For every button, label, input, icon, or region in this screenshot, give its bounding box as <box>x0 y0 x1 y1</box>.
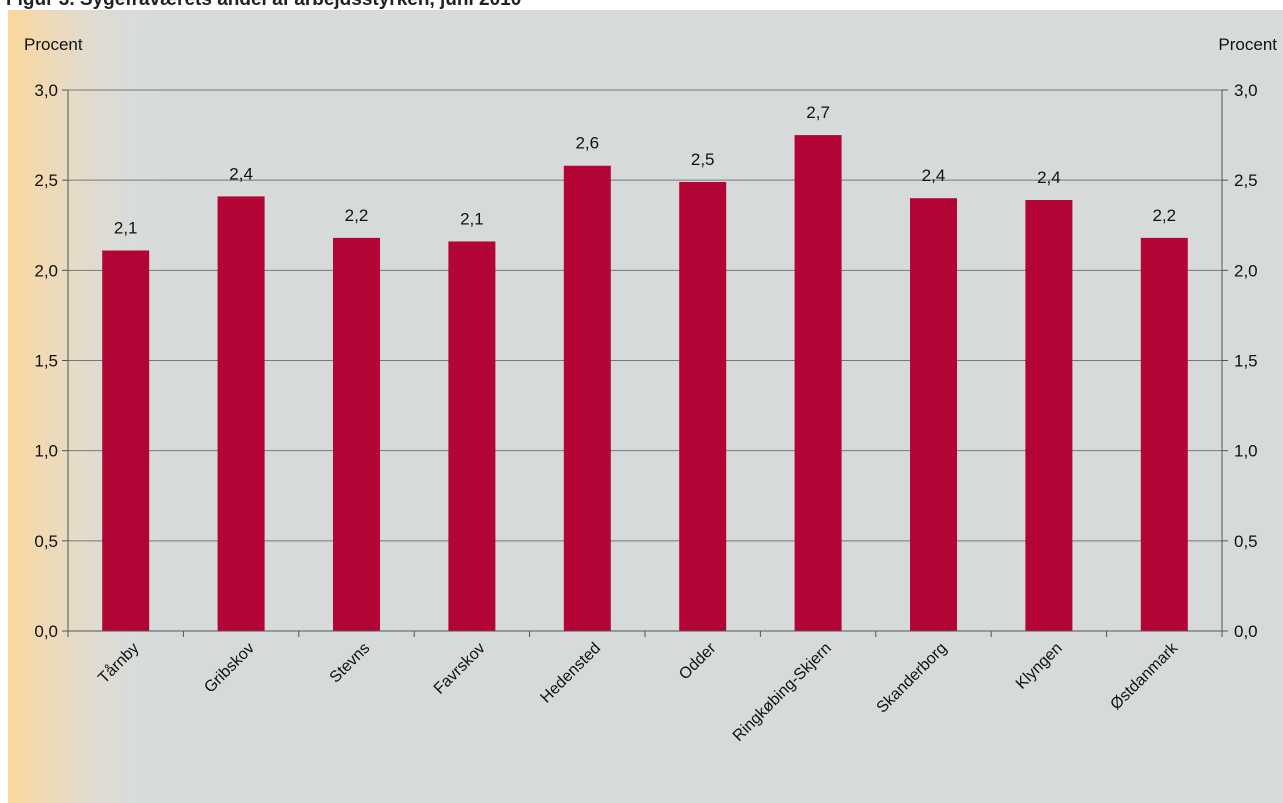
y-axis-label-left: Procent <box>24 35 83 54</box>
bar <box>910 198 957 631</box>
bar <box>217 196 265 631</box>
data-label: 2,2 <box>1152 206 1176 225</box>
x-tick-label: Stevns <box>327 640 374 687</box>
bar <box>794 135 842 632</box>
x-tick-label: Favrskov <box>431 640 489 698</box>
y-tick-label-left: 0,5 <box>34 532 58 551</box>
bar <box>1025 200 1073 631</box>
y-tick-label-right: 1,5 <box>1234 352 1258 371</box>
bars <box>102 135 1188 632</box>
y-tick-label-left: 3,0 <box>34 81 58 100</box>
y-tick-label-right: 3,0 <box>1234 81 1258 100</box>
x-tick-label: Ringkøbing-Skjern <box>730 640 835 745</box>
chart-title: Figur 3. Sygefraværets andel af arbejdss… <box>6 0 521 10</box>
x-tick-label: Odder <box>676 639 720 683</box>
data-label: 2,4 <box>1037 168 1061 187</box>
y-tick-label-right: 0,5 <box>1234 532 1258 551</box>
y-tick-label-left: 1,5 <box>34 352 58 371</box>
bar <box>448 241 496 632</box>
data-label: 2,5 <box>691 150 715 169</box>
y-tick-label-right: 2,5 <box>1234 171 1258 190</box>
x-tick-label: Gribskov <box>201 640 258 697</box>
data-label: 2,6 <box>575 134 599 153</box>
data-label: 2,7 <box>806 103 830 122</box>
x-tick-label: Skanderborg <box>874 640 951 717</box>
data-label: 2,4 <box>229 164 253 183</box>
y-tick-label-left: 1,0 <box>34 442 58 461</box>
y-tick-label-right: 0,0 <box>1234 622 1258 641</box>
y-tick-label-right: 2,0 <box>1234 261 1258 280</box>
y-tick-label-left: 2,5 <box>34 171 58 190</box>
bar <box>333 237 380 631</box>
bar <box>1140 237 1188 631</box>
x-tick-label: Tårnby <box>95 639 143 687</box>
y-tick-label-left: 0,0 <box>34 622 58 641</box>
bar <box>563 165 611 632</box>
data-label: 2,1 <box>460 209 484 228</box>
y-tick-label-right: 1,0 <box>1234 442 1258 461</box>
data-label: 2,1 <box>114 218 138 237</box>
x-tick-label: Østdanmark <box>1107 639 1181 713</box>
y-axis-label-right: Procent <box>1218 35 1277 54</box>
data-label: 2,4 <box>922 166 946 185</box>
y-tick-label-left: 2,0 <box>34 261 58 280</box>
x-tick-label: Klyngen <box>1013 640 1066 693</box>
bar <box>679 181 727 631</box>
x-tick-label: Hedensted <box>537 640 604 707</box>
axes <box>62 89 1228 637</box>
bar <box>102 250 150 631</box>
data-label: 2,2 <box>345 206 369 225</box>
